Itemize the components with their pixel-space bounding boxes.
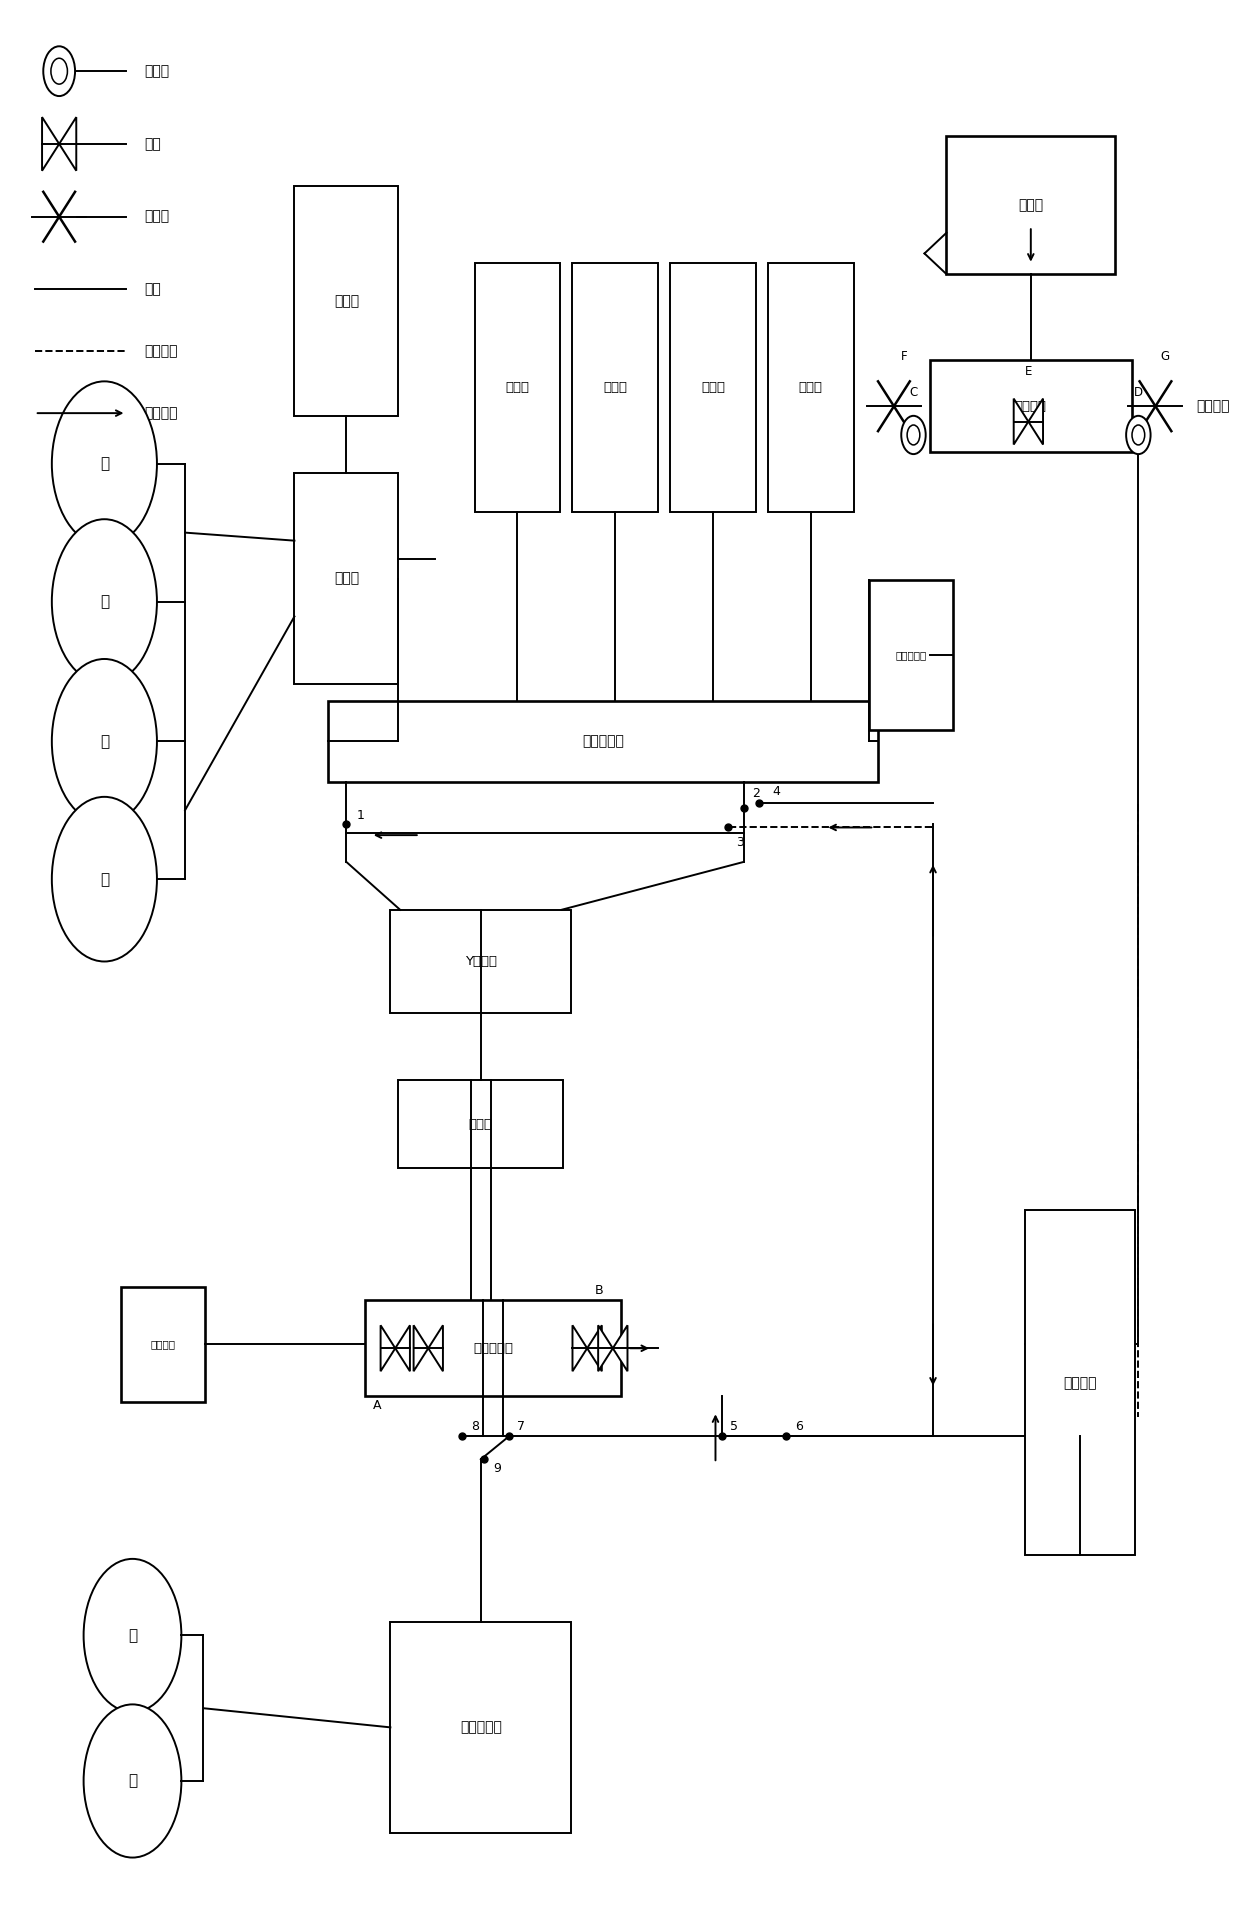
Text: 3: 3 [737,837,744,850]
Polygon shape [381,1325,396,1371]
Text: 连续油管: 连续油管 [145,344,179,358]
Circle shape [83,1560,181,1711]
Bar [365,1300,621,1396]
Text: C: C [909,387,918,400]
Bar [573,263,658,512]
Text: 节流管汇: 节流管汇 [1014,400,1047,413]
Bar [329,702,878,781]
Text: 压裂车: 压裂车 [604,381,627,394]
Text: 压力传感器: 压力传感器 [895,650,926,660]
Circle shape [908,425,920,444]
Circle shape [52,796,157,962]
Text: 9: 9 [492,1461,501,1475]
Circle shape [43,46,76,96]
Text: 节流阀: 节流阀 [145,210,170,223]
Circle shape [52,660,157,823]
Circle shape [901,415,926,454]
Text: 4: 4 [773,785,780,798]
Polygon shape [1013,398,1028,444]
Text: 节流管汇: 节流管汇 [1195,400,1229,413]
Polygon shape [588,1325,601,1371]
Text: G: G [1161,350,1169,363]
Bar [768,263,853,512]
Text: 管线: 管线 [145,283,161,296]
Text: B: B [595,1285,604,1298]
Text: 6: 6 [795,1421,802,1433]
Polygon shape [60,117,77,171]
Text: 压裂车: 压裂车 [799,381,823,394]
Text: 注水泵组: 注水泵组 [150,1340,176,1350]
Text: 小型压裂车: 小型压裂车 [460,1721,502,1735]
Text: 压裂车: 压裂车 [506,381,529,394]
Bar [930,360,1132,452]
Text: 5: 5 [730,1421,738,1433]
Circle shape [51,58,67,85]
Bar [475,263,560,512]
Text: 1: 1 [357,810,365,823]
Text: 连续管车: 连续管车 [1063,1375,1096,1390]
Text: 双闸阀: 双闸阀 [469,1117,492,1131]
Text: 废液池: 废液池 [1018,198,1043,212]
Text: 流动方向: 流动方向 [145,406,179,419]
Bar [1024,1210,1135,1556]
Text: 混沙车: 混沙车 [334,571,358,587]
Bar [122,1286,205,1402]
Text: 压裂管汇组: 压裂管汇组 [582,735,624,748]
Text: 液: 液 [128,1629,138,1642]
Polygon shape [42,117,60,171]
Polygon shape [573,1325,588,1371]
Text: A: A [373,1400,381,1411]
Bar [398,1081,563,1169]
Circle shape [52,381,157,546]
Bar [391,1623,572,1833]
Polygon shape [396,1325,410,1371]
Bar [294,473,398,685]
Circle shape [1132,425,1145,444]
Bar [391,910,572,1013]
Text: 旋塞阀: 旋塞阀 [145,63,170,79]
Text: 液: 液 [100,735,109,748]
Text: 灘: 灘 [128,1773,138,1788]
Text: 压裂车: 压裂车 [701,381,725,394]
Polygon shape [613,1325,627,1371]
Text: 沙炁车: 沙炁车 [334,294,358,308]
Text: F: F [900,350,906,363]
Circle shape [52,519,157,685]
Polygon shape [598,1325,613,1371]
Polygon shape [1028,398,1043,444]
Polygon shape [428,1325,443,1371]
Text: 8: 8 [471,1421,479,1433]
Text: 闸阀: 闸阀 [145,137,161,150]
Bar [294,187,398,415]
Text: 井口大四通: 井口大四通 [472,1342,513,1356]
Text: D: D [1133,387,1143,400]
Circle shape [83,1704,181,1858]
Bar [869,581,952,731]
Text: 2: 2 [751,787,760,800]
Text: 灘: 灘 [100,871,109,887]
Text: E: E [1024,365,1032,379]
Text: Y型四通: Y型四通 [465,956,497,967]
Text: 液: 液 [100,456,109,471]
Bar [671,263,756,512]
Text: 7: 7 [517,1421,526,1433]
Bar [946,137,1115,275]
Text: 灘: 灘 [100,594,109,610]
Polygon shape [414,1325,428,1371]
Circle shape [1126,415,1151,454]
